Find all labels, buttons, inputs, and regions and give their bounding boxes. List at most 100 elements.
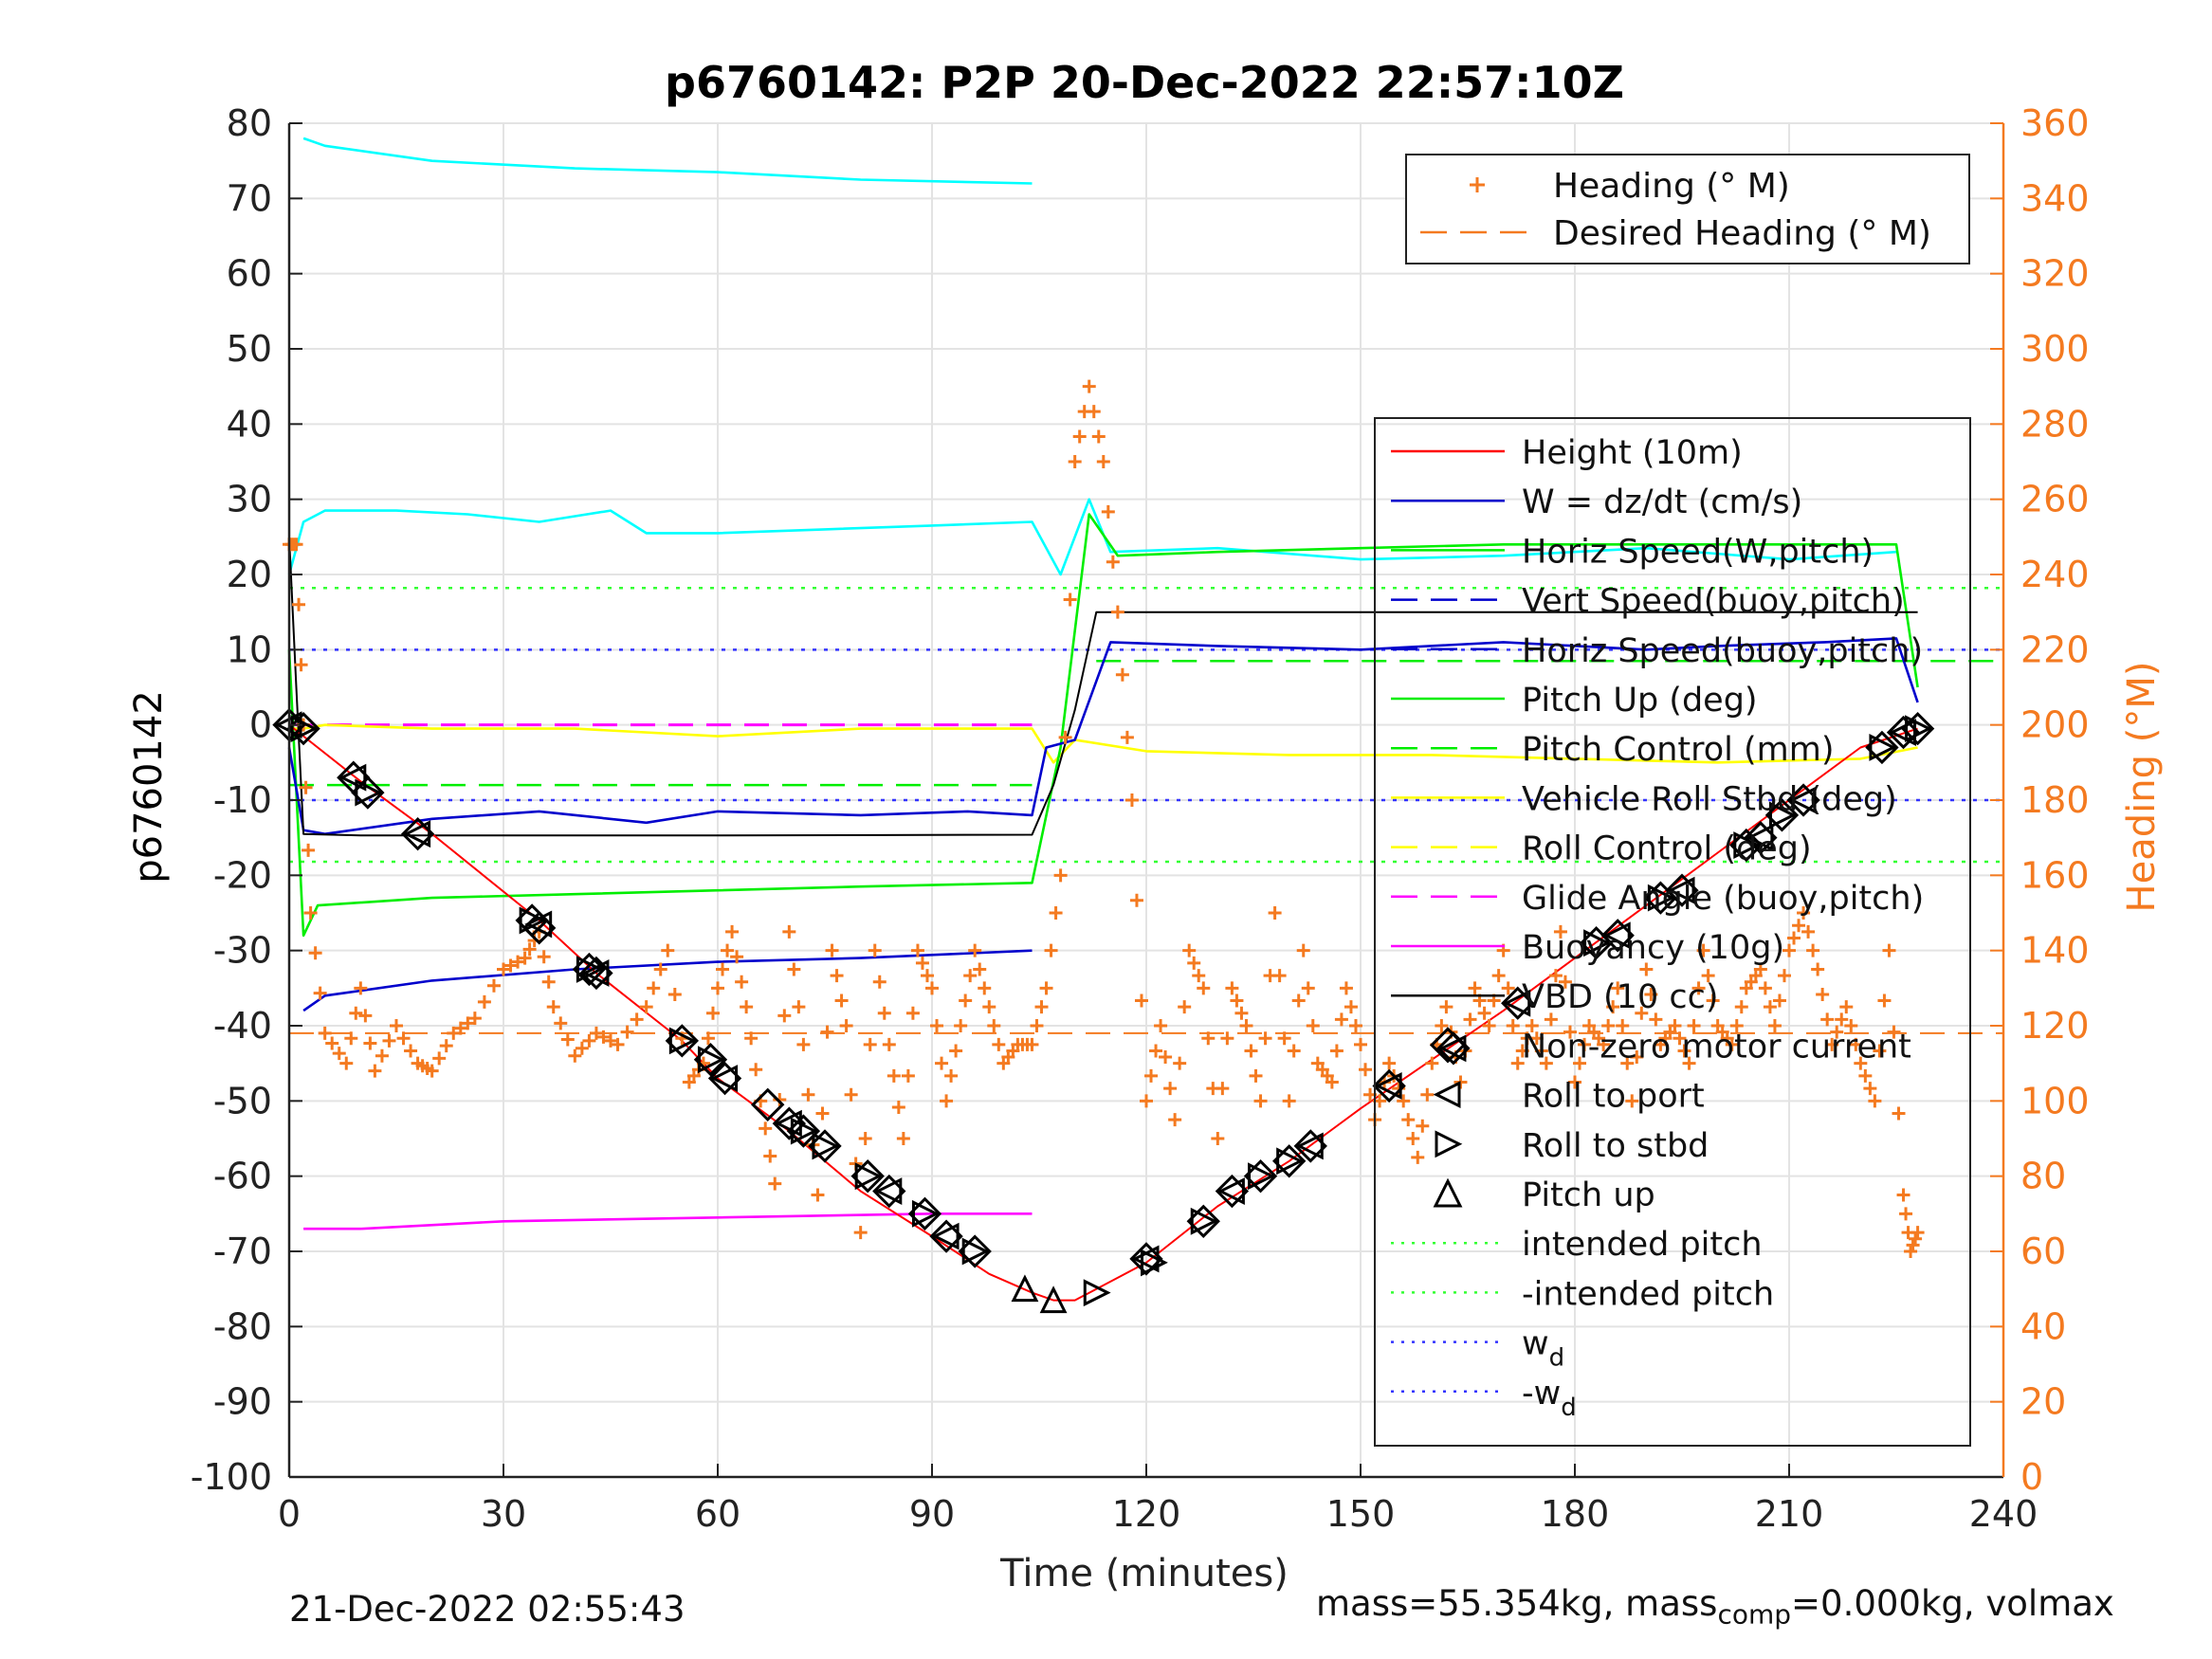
heading-point	[568, 1048, 582, 1063]
heading-point	[777, 1009, 792, 1023]
heading-point	[1706, 994, 1720, 1008]
heading-point	[1216, 1082, 1230, 1096]
heading-point	[653, 962, 667, 976]
heading-point	[582, 1033, 596, 1048]
x-tick-label: 180	[1541, 1493, 1610, 1535]
heading-point	[1601, 1019, 1616, 1032]
series-layer	[287, 137, 1919, 1302]
roll-stbd-marker	[1276, 1147, 1305, 1176]
heading-point	[1868, 1094, 1882, 1108]
heading-point	[858, 1132, 872, 1145]
heading-point	[1291, 994, 1306, 1008]
motor-current-marker	[872, 1174, 906, 1209]
legend-subscript: d	[1549, 1344, 1565, 1373]
heading-point	[522, 942, 537, 957]
heading-point	[1168, 1113, 1182, 1127]
heading-point	[1401, 1113, 1416, 1127]
legend-marker	[1470, 177, 1485, 192]
y2-tick-label: 40	[2020, 1305, 2066, 1347]
motor-current-marker	[1293, 1129, 1327, 1163]
series-buoyancy	[303, 1212, 1033, 1231]
heading-point	[1849, 1037, 1863, 1051]
heading-point	[949, 1044, 963, 1058]
heading-point	[1348, 1019, 1362, 1032]
heading-point	[1529, 1031, 1544, 1046]
y2-tick-label: 340	[2020, 177, 2090, 219]
heading-point	[1334, 1012, 1348, 1027]
heading-point	[375, 1048, 389, 1063]
heading-point	[349, 1006, 363, 1020]
roll-stbd-marker	[290, 715, 319, 743]
y-tick-label: -70	[213, 1231, 272, 1272]
roll-stbd-marker	[519, 906, 547, 935]
heading-point	[1758, 981, 1772, 995]
motor-current-marker	[693, 1043, 728, 1077]
motor-current-marker	[1744, 820, 1778, 855]
heading-point	[839, 1019, 853, 1032]
heading-point	[1820, 1012, 1835, 1027]
roll-stbd-marker	[1869, 734, 1897, 761]
marker-layer	[272, 707, 1935, 1314]
heading-point	[541, 975, 556, 989]
footer-timestamp: 21-Dec-2022 02:55:43	[289, 1589, 686, 1630]
heading-point	[1896, 1188, 1910, 1202]
footer-mass-label: mass=55.354kg, mass	[1316, 1583, 1718, 1624]
heading-point	[1839, 1000, 1854, 1014]
heading-point	[1406, 1132, 1420, 1145]
heading-point	[1568, 1075, 1581, 1089]
heading-point	[882, 1037, 896, 1051]
heading-point	[1725, 1037, 1739, 1051]
heading-point	[1630, 1050, 1644, 1065]
heading-point	[308, 946, 322, 960]
heading-point	[1253, 1094, 1268, 1108]
pitch-up-marker	[1039, 1285, 1068, 1314]
heading-point	[782, 924, 796, 939]
heading-point	[1677, 1044, 1691, 1058]
heading-point	[1068, 455, 1082, 468]
heading-point	[901, 1068, 915, 1083]
heading-point	[1416, 1119, 1430, 1133]
motor-current-marker	[772, 1106, 807, 1140]
x-tick-label: 60	[695, 1493, 740, 1535]
legend-main-label: Height (10m)	[1522, 434, 1743, 472]
motor-current-marker	[1729, 828, 1764, 863]
heading-point	[1268, 906, 1282, 920]
heading-point	[1154, 1019, 1168, 1032]
heading-point	[759, 1121, 773, 1136]
roll-stbd-marker	[1190, 1207, 1218, 1235]
x-tick-label: 210	[1755, 1493, 1824, 1535]
series-horiz_speed_w_upper	[302, 137, 1033, 185]
motor-current-marker	[1865, 730, 1899, 765]
heading-point	[302, 843, 316, 857]
heading-point	[1687, 1019, 1701, 1032]
heading-point	[1463, 1012, 1477, 1027]
heading-point	[537, 950, 551, 964]
heading-point	[1816, 987, 1830, 1001]
heading-point	[318, 1026, 332, 1040]
roll-port-marker	[1889, 719, 1917, 747]
heading-point	[1534, 1044, 1548, 1058]
x-axis-label: Time (minutes)	[999, 1552, 1289, 1595]
y2-tick-label: 140	[2020, 930, 2090, 972]
y2-tick-label: 160	[2020, 854, 2090, 896]
footer-mass-sub: comp	[1717, 1598, 1792, 1631]
motor-current-marker	[400, 817, 435, 851]
heading-point	[1192, 969, 1206, 983]
heading-point	[368, 1064, 382, 1078]
heading-point	[1782, 943, 1796, 957]
roll-port-marker	[1667, 876, 1695, 904]
heading-point	[1344, 1000, 1358, 1014]
roll-port-marker	[1374, 1072, 1402, 1100]
heading-point	[987, 1019, 1001, 1032]
y-tick-label: 20	[227, 554, 272, 595]
heading-point	[863, 1037, 877, 1051]
heading-point	[1082, 379, 1096, 393]
y-axis-label: p6760142	[127, 690, 171, 884]
heading-point	[1825, 1037, 1839, 1051]
heading-point	[1249, 1068, 1263, 1083]
heading-point	[503, 958, 518, 973]
roll-stbd-marker	[697, 1046, 725, 1074]
heading-point	[325, 1036, 339, 1050]
heading-point	[1873, 1044, 1887, 1058]
